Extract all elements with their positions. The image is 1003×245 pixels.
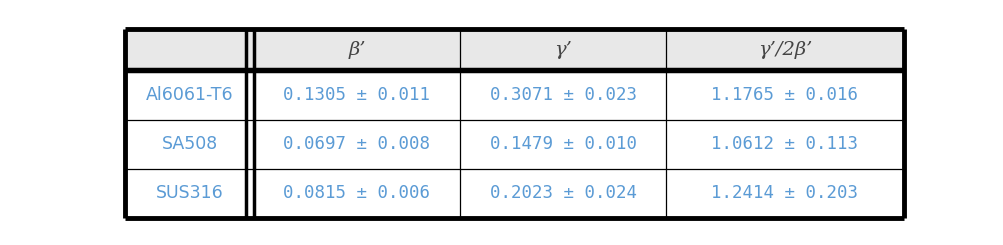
Text: 0.0815 ± 0.006: 0.0815 ± 0.006 — [283, 184, 430, 202]
Bar — [254, 169, 459, 218]
Bar — [125, 120, 254, 169]
Text: 1.1765 ± 0.016: 1.1765 ± 0.016 — [711, 86, 858, 104]
Text: Al6061-T6: Al6061-T6 — [145, 86, 234, 104]
Bar — [459, 120, 666, 169]
Bar — [254, 29, 459, 71]
Text: 0.3071 ± 0.023: 0.3071 ± 0.023 — [489, 86, 636, 104]
Bar — [666, 120, 903, 169]
Bar — [666, 71, 903, 120]
Text: 0.1305 ± 0.011: 0.1305 ± 0.011 — [283, 86, 430, 104]
Bar — [125, 29, 254, 71]
Bar — [254, 120, 459, 169]
Bar — [459, 169, 666, 218]
Bar — [666, 29, 903, 71]
Bar — [254, 71, 459, 120]
Bar — [125, 169, 254, 218]
Text: 0.0697 ± 0.008: 0.0697 ± 0.008 — [283, 135, 430, 153]
Text: 1.2414 ± 0.203: 1.2414 ± 0.203 — [711, 184, 858, 202]
Text: 0.2023 ± 0.024: 0.2023 ± 0.024 — [489, 184, 636, 202]
Bar — [459, 29, 666, 71]
Text: SA508: SA508 — [161, 135, 218, 153]
Bar — [666, 169, 903, 218]
Text: 0.1479 ± 0.010: 0.1479 ± 0.010 — [489, 135, 636, 153]
Text: SUS316: SUS316 — [155, 184, 224, 202]
Text: γ’: γ’ — [554, 41, 572, 59]
Text: γ’/2β’: γ’/2β’ — [757, 41, 811, 59]
Text: β’: β’ — [348, 41, 365, 59]
Bar — [459, 71, 666, 120]
Text: 1.0612 ± 0.113: 1.0612 ± 0.113 — [711, 135, 858, 153]
Bar — [125, 71, 254, 120]
